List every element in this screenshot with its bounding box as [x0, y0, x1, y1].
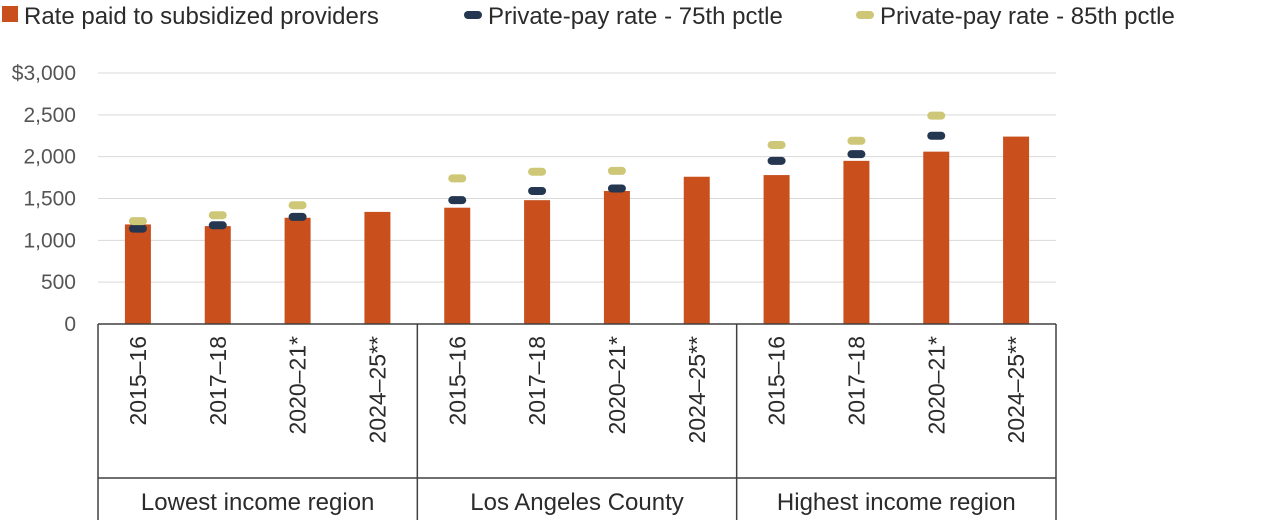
marker-75th — [128, 224, 147, 233]
bar — [603, 190, 630, 324]
marker-75th — [607, 184, 626, 193]
x-tick-label: 2015–16 — [764, 336, 790, 426]
y-tick-label: 2,500 — [23, 104, 76, 127]
y-tick-label: 0 — [64, 313, 76, 336]
bar — [204, 226, 231, 324]
marker-85th — [847, 136, 866, 145]
legend: Rate paid to subsidized providers Private… — [2, 3, 1175, 30]
grid-lines — [98, 72, 1056, 283]
x-tick-label: 2017–18 — [205, 336, 231, 426]
legend-swatch-marker — [464, 11, 482, 19]
y-tick-label: $3,000 — [12, 62, 76, 85]
bar — [284, 217, 311, 324]
x-axis: 2015–16 2017–18 2020–21* 2024–25** Lowest in… — [97, 323, 1057, 520]
x-tick-label: 2024–25** — [364, 336, 390, 443]
group-label: Los Angeles County — [470, 489, 683, 516]
legend-swatch-marker — [856, 11, 874, 19]
bar — [923, 151, 950, 324]
x-tick-label: 2017–18 — [524, 336, 550, 426]
y-tick-label: 1,000 — [23, 229, 76, 252]
group-label: Lowest income region — [141, 489, 374, 516]
marker-75th — [767, 156, 786, 165]
bar — [124, 224, 151, 324]
marker-85th — [448, 174, 467, 183]
bar — [444, 207, 471, 324]
y-tick-label: 2,000 — [23, 146, 76, 169]
marker-75th — [208, 221, 227, 230]
marker-85th — [528, 167, 547, 176]
marker-85th — [927, 111, 946, 120]
x-tick-label: 2015–16 — [125, 336, 151, 426]
group-label: Highest income region — [777, 489, 1016, 516]
legend-label: Private-pay rate - 85th pctle — [880, 3, 1175, 30]
bar — [683, 176, 710, 324]
y-tick-label: 500 — [41, 271, 76, 294]
bar — [843, 160, 870, 324]
legend-label: Private-pay rate - 75th pctle — [488, 3, 783, 30]
x-tick-label: 2020–21* — [923, 336, 949, 435]
x-tick-label: 2015–16 — [444, 336, 470, 426]
x-tick-label: 2024–25** — [684, 336, 710, 443]
marker-75th — [448, 196, 467, 205]
marker-75th — [927, 131, 946, 140]
marker-85th — [607, 166, 626, 175]
marker-75th — [528, 186, 547, 195]
x-tick-label: 2024–25** — [1003, 336, 1029, 443]
marker-85th — [767, 140, 786, 149]
legend-label: Rate paid to subsidized providers — [24, 3, 379, 30]
marker-75th — [847, 150, 866, 159]
x-tick-label: 2020–21* — [604, 336, 630, 435]
marker-85th — [128, 217, 147, 226]
bar — [524, 200, 551, 324]
bar — [1003, 136, 1030, 324]
x-tick-label: 2017–18 — [843, 336, 869, 426]
bars — [124, 136, 1030, 324]
marker-85th — [208, 211, 227, 220]
legend-swatch-bar — [2, 6, 18, 22]
x-tick-label: 2020–21* — [285, 336, 311, 435]
bar — [364, 211, 391, 324]
y-tick-label: 1,500 — [23, 188, 76, 211]
marker-85th — [288, 201, 307, 210]
markers — [128, 111, 946, 233]
marker-75th — [288, 212, 307, 221]
bar — [763, 175, 790, 324]
y-axis: 0 500 1,000 1,500 2,000 2,500 $3,000 — [12, 62, 76, 336]
